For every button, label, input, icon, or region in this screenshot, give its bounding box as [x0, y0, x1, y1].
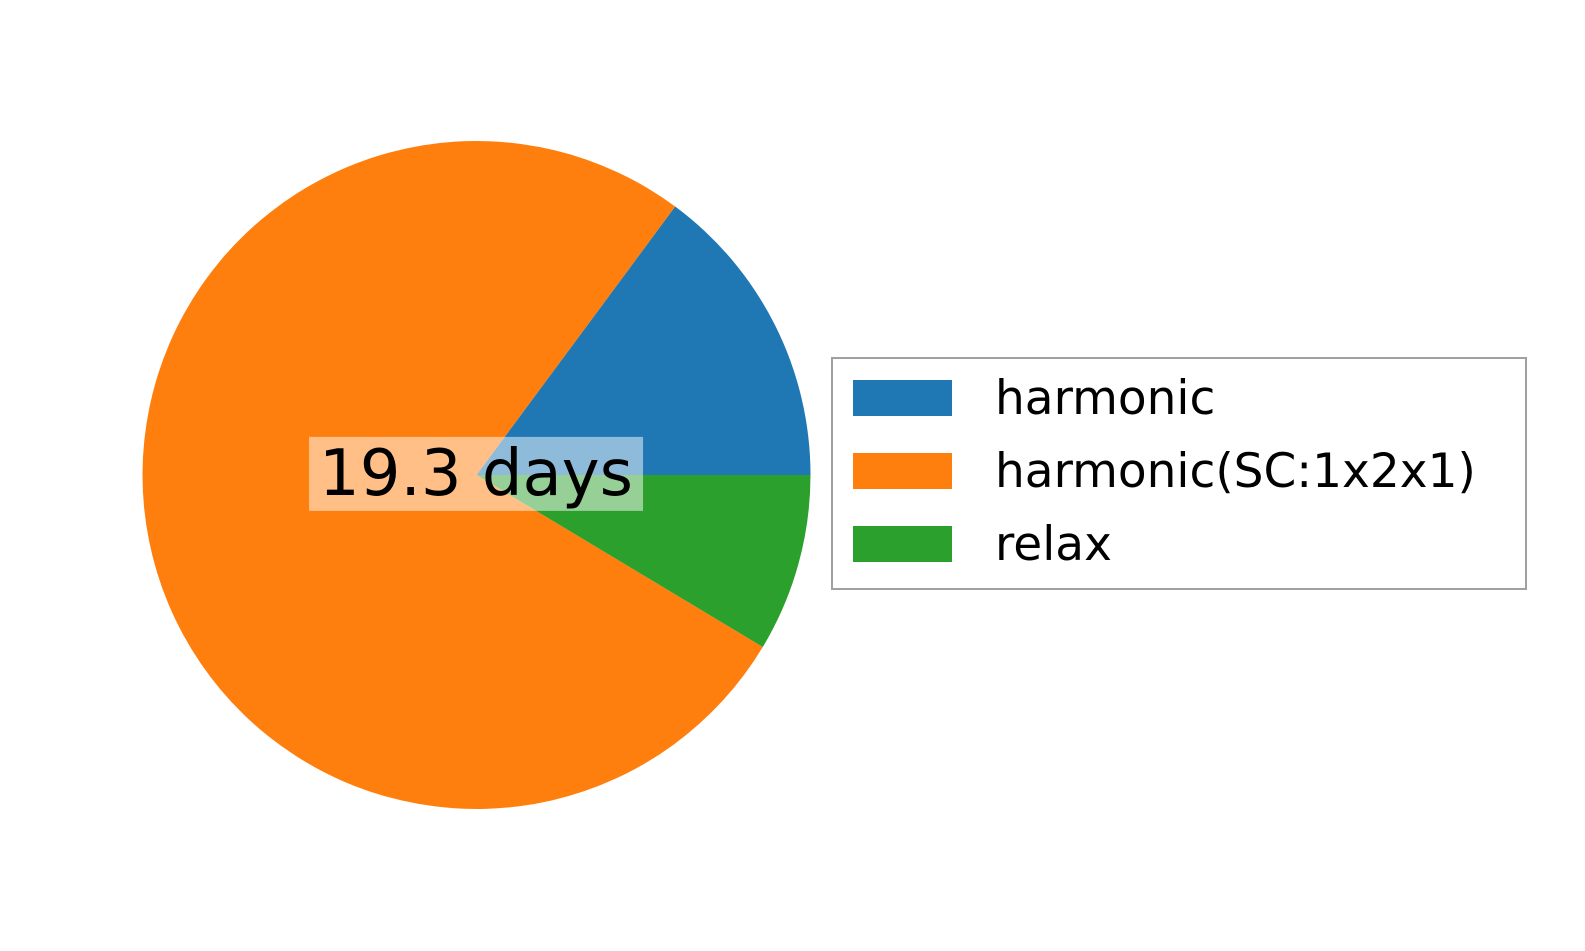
legend-item-relax: relax [833, 521, 1525, 568]
legend-swatch-harmonic-sc [853, 453, 952, 489]
legend-label-harmonic: harmonic [995, 370, 1216, 426]
legend-label-relax: relax [995, 516, 1112, 572]
legend-swatch-harmonic [853, 380, 952, 416]
legend-item-harmonic: harmonic [833, 375, 1525, 422]
legend: harmonic harmonic(SC:1x2x1) relax [831, 357, 1527, 590]
pie-slice-relax [476, 475, 811, 648]
legend-swatch-relax [853, 526, 952, 562]
pie-slice-harmonic [476, 206, 811, 475]
pie-center-label: 19.3 days [309, 436, 643, 512]
legend-label-harmonic-sc: harmonic(SC:1x2x1) [995, 443, 1476, 499]
legend-item-harmonic-sc: harmonic(SC:1x2x1) [833, 448, 1525, 495]
